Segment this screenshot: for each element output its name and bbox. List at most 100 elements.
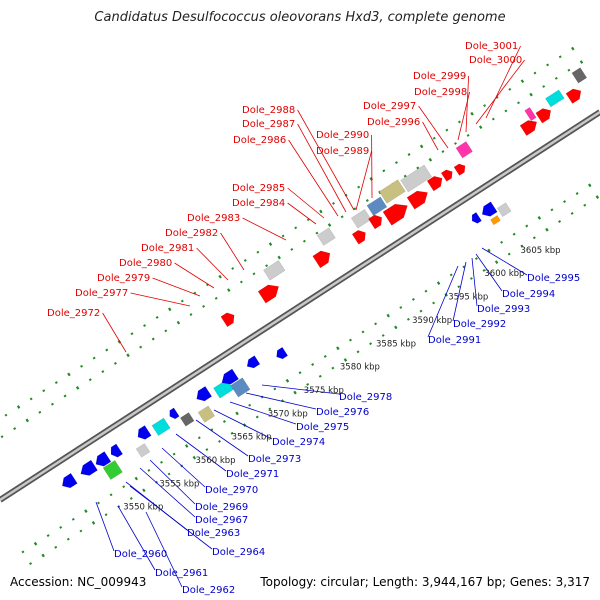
tick-mark xyxy=(143,324,147,327)
gene-shape xyxy=(571,67,588,84)
scale-labels: 3550 kbp 3555 kbp 3560 kbp 3565 kbp 3570 kbp… xyxy=(123,246,560,513)
gene-dole-2960 xyxy=(220,312,235,328)
tick-mark xyxy=(75,386,80,390)
tick-mark xyxy=(147,468,151,472)
tick-mark xyxy=(483,104,487,108)
tick-mark xyxy=(340,215,344,219)
gene-label-dole-2978: Dole_2978 xyxy=(339,392,392,403)
gene-dole-3003 xyxy=(571,67,588,84)
map-title: Candidatus Desulfococcus oleovorans Hxd3… xyxy=(94,10,506,25)
gene-shape xyxy=(565,88,582,104)
leader-line xyxy=(175,433,227,472)
gene-shape xyxy=(400,164,433,193)
scale-label: 3560 kbp xyxy=(196,456,236,466)
tick-mark xyxy=(419,309,423,313)
gene-shape xyxy=(179,412,195,427)
scale-label: 3590 kbp xyxy=(412,316,452,326)
tick-mark xyxy=(583,203,587,207)
leader-line xyxy=(297,109,355,211)
leader-line xyxy=(161,447,206,488)
gene-label-dole-3001: Dole_3001 xyxy=(465,41,518,52)
leader-line xyxy=(152,277,201,297)
gene-label-dole-2979: Dole_2979 xyxy=(97,273,150,284)
leader-line xyxy=(95,501,115,552)
gene-label-dole-2988: Dole_2988 xyxy=(242,105,295,116)
gene-dole-2969 xyxy=(179,412,195,427)
gene-label-dole-2996: Dole_2996 xyxy=(367,117,420,128)
tick-mark xyxy=(587,183,592,188)
gene-dole-2999 xyxy=(524,107,537,122)
tick-mark xyxy=(504,109,508,113)
gene-label-dole-2974: Dole_2974 xyxy=(272,437,325,448)
gene-dole-2996 xyxy=(453,163,466,176)
tick-mark xyxy=(50,402,54,406)
tick-mark xyxy=(520,244,524,248)
tick-mark xyxy=(122,485,126,489)
tick-mark xyxy=(361,330,365,334)
tick-mark xyxy=(155,315,159,319)
tick-mark xyxy=(563,200,567,204)
tick-mark xyxy=(205,448,209,452)
gene-dole-2955 xyxy=(62,472,78,489)
tick-mark xyxy=(381,334,385,337)
gene-shape xyxy=(316,227,336,246)
tick-mark xyxy=(151,337,155,341)
gene-shape xyxy=(471,212,482,224)
leader-line xyxy=(213,409,273,440)
tick-mark xyxy=(369,342,373,346)
tick-mark xyxy=(256,250,260,254)
tick-mark xyxy=(172,452,176,456)
tick-mark xyxy=(255,415,259,419)
tick-mark xyxy=(487,248,491,253)
tick-mark xyxy=(356,350,360,354)
gene-dole-2988 xyxy=(400,164,433,193)
gene-shape xyxy=(351,229,366,245)
gene-dole-2962 xyxy=(137,425,152,440)
gene-label-dole-2995: Dole_2995 xyxy=(527,273,580,284)
tick-mark xyxy=(432,301,436,305)
gene-dole-2977 xyxy=(312,250,331,269)
leader-line xyxy=(229,401,297,425)
gene-shape xyxy=(220,312,235,328)
backbone-highlight xyxy=(0,110,600,502)
tick-mark xyxy=(189,313,193,316)
leader-line xyxy=(418,105,449,149)
tick-mark xyxy=(323,354,327,358)
gene-label-dole-2980: Dole_2980 xyxy=(119,258,172,269)
tick-mark xyxy=(193,291,197,295)
tick-mark xyxy=(164,329,168,333)
tick-mark xyxy=(239,280,243,284)
tick-mark xyxy=(457,120,461,124)
gene-dole-2963 xyxy=(257,284,280,304)
leader-line xyxy=(117,505,156,571)
gene-shape xyxy=(426,176,443,192)
tick-mark xyxy=(470,111,474,116)
gene-dole-3000 xyxy=(535,108,552,124)
tick-mark xyxy=(532,236,536,240)
tick-mark xyxy=(293,390,297,395)
tick-mark xyxy=(113,361,117,365)
leader-line xyxy=(485,45,521,119)
tick-marks xyxy=(0,46,600,566)
tick-mark xyxy=(71,517,75,521)
gene-dole-2967 xyxy=(169,407,180,420)
leader-line xyxy=(130,292,191,307)
tick-mark xyxy=(546,63,550,67)
tick-mark xyxy=(91,521,96,525)
gene-shape xyxy=(137,425,152,440)
gene-shape xyxy=(440,169,453,182)
gene-label-dole-2992: Dole_2992 xyxy=(453,319,506,330)
gene-dole-2985 xyxy=(382,203,408,226)
tick-mark xyxy=(454,142,457,145)
tick-mark xyxy=(432,136,436,140)
tick-mark xyxy=(449,273,453,277)
tick-mark xyxy=(104,513,108,517)
gene-dole-2989 xyxy=(426,176,443,192)
tick-mark xyxy=(466,133,470,137)
tick-mark xyxy=(445,128,449,132)
gene-shape xyxy=(545,89,565,108)
tick-mark xyxy=(558,220,562,223)
gene-dole-2992 xyxy=(481,201,498,217)
scale-label: 3555 kbp xyxy=(159,479,199,489)
